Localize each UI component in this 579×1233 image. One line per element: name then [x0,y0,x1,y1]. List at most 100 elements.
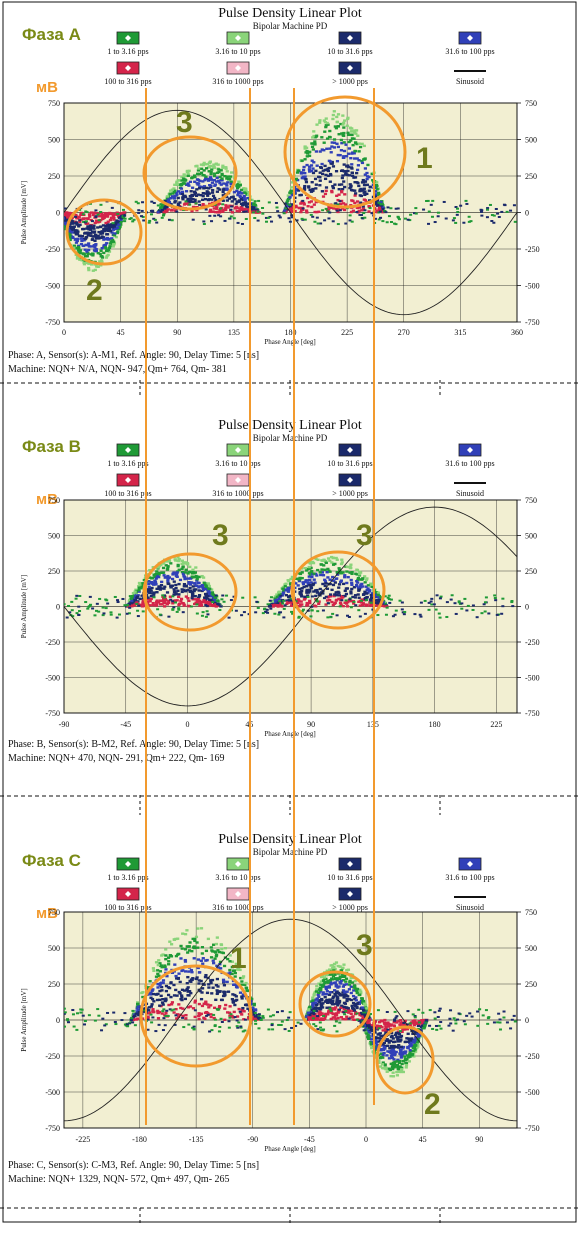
legend-label: 3.16 to 10 pps [215,459,260,468]
legend-label: 316 to 1000 pps [212,489,263,498]
y-tick-right: -500 [525,282,540,291]
x-tick-label: 225 [341,328,353,337]
y-tick-left: 0 [56,603,60,612]
x-tick-label: 135 [228,328,240,337]
info-line-1: Phase: B, Sensor(s): B-M2, Ref. Angle: 9… [8,739,259,750]
y-tick-left: 750 [48,496,60,505]
x-axis-label: Phase Angle [deg] [264,730,315,738]
y-tick-left: -750 [45,1124,60,1133]
x-tick-label: 360 [511,328,523,337]
y-tick-left: -250 [45,245,60,254]
y-tick-left: 500 [48,136,60,145]
chart-subtitle: Bipolar Machine PD [253,847,328,857]
y-tick-left: 250 [48,980,60,989]
phase-label: Фаза С [22,851,81,870]
y-tick-right: 500 [525,532,537,541]
y-tick-right: 0 [525,209,529,218]
y-tick-left: 500 [48,532,60,541]
y-tick-right: -250 [525,245,540,254]
x-tick-label: -90 [247,1135,258,1144]
x-tick-label: 180 [429,720,441,729]
y-tick-right: -750 [525,318,540,327]
y-tick-left: 750 [48,99,60,108]
phase-label: Фаза В [22,437,81,456]
info-line-2: Machine: NQN+ N/A, NQN- 947, Qm+ 764, Qm… [8,364,227,375]
legend-label: 3.16 to 10 pps [215,47,260,56]
y-tick-left: -500 [45,674,60,683]
cluster-number: 3 [212,519,229,552]
legend-label: Sinusoid [456,77,484,86]
legend-label: 100 to 316 pps [104,489,151,498]
cluster-number: 3 [356,519,373,552]
y-tick-right: -500 [525,674,540,683]
y-tick-right: 0 [525,603,529,612]
y-tick-right: -250 [525,1052,540,1061]
x-tick-label: 225 [490,720,502,729]
y-tick-right: 250 [525,980,537,989]
x-tick-label: 45 [419,1135,427,1144]
legend-label: 31.6 to 100 pps [445,459,494,468]
cluster-number: 1 [416,142,433,175]
x-tick-label: -45 [304,1135,315,1144]
y-axis-label: Pulse Amplitude [mV] [20,988,28,1051]
y-tick-left: -750 [45,318,60,327]
legend-label: 100 to 316 pps [104,903,151,912]
chart-subtitle: Bipolar Machine PD [253,433,328,443]
legend-label: 1 to 3.16 pps [107,47,148,56]
x-tick-label: 90 [307,720,315,729]
legend-label: 3.16 to 10 pps [215,873,260,882]
cluster-number: 3 [176,106,193,139]
cluster-number: 3 [356,929,373,962]
legend-label: 31.6 to 100 pps [445,47,494,56]
y-tick-right: -250 [525,638,540,647]
legend-label: 1 to 3.16 pps [107,873,148,882]
y-tick-right: 250 [525,567,537,576]
x-tick-label: 45 [117,328,125,337]
legend-label: Sinusoid [456,489,484,498]
x-axis-label: Phase Angle [deg] [264,1145,315,1153]
phase-label: Фаза А [22,25,81,44]
info-line-2: Machine: NQN+ 470, NQN- 291, Qm+ 222, Qm… [8,753,225,764]
y-tick-left: 500 [48,944,60,953]
legend-label: > 1000 pps [332,77,368,86]
info-line-1: Phase: A, Sensor(s): A-M1, Ref. Angle: 9… [8,350,259,361]
y-tick-left: 0 [56,209,60,218]
legend-label: 316 to 1000 pps [212,77,263,86]
info-line-2: Machine: NQN+ 1329, NQN- 572, Qm+ 497, Q… [8,1174,230,1185]
x-tick-label: -135 [189,1135,204,1144]
legend-label: 1 to 3.16 pps [107,459,148,468]
chart-title: Pulse Density Linear Plot [218,6,362,21]
y-axis-label: Pulse Amplitude [mV] [20,575,28,638]
x-tick-label: -45 [120,720,131,729]
y-tick-left: -250 [45,638,60,647]
x-tick-label: 90 [173,328,181,337]
legend-label: > 1000 pps [332,489,368,498]
y-tick-right: 0 [525,1016,529,1025]
legend-label: 10 to 31.6 pps [327,873,372,882]
y-tick-right: 500 [525,944,537,953]
y-tick-left: 250 [48,567,60,576]
y-tick-right: -500 [525,1088,540,1097]
chart-subtitle: Bipolar Machine PD [253,21,328,31]
legend-label: > 1000 pps [332,903,368,912]
info-line-1: Phase: C, Sensor(s): C-M3, Ref. Angle: 9… [8,1160,259,1171]
legend-label: 100 to 316 pps [104,77,151,86]
x-tick-label: -180 [132,1135,147,1144]
legend-label: 10 to 31.6 pps [327,47,372,56]
legend-label: 10 to 31.6 pps [327,459,372,468]
y-tick-left: -500 [45,1088,60,1097]
y-axis-label: Pulse Amplitude [mV] [20,181,28,244]
chart-title: Pulse Density Linear Plot [218,832,362,847]
cluster-number: 2 [86,274,103,307]
cluster-number: 1 [230,942,247,975]
x-tick-label: 0 [186,720,190,729]
legend-label: 316 to 1000 pps [212,903,263,912]
cluster-number: 2 [424,1088,441,1121]
x-tick-label: 270 [398,328,410,337]
y-tick-left: 0 [56,1016,60,1025]
y-tick-left: -500 [45,282,60,291]
y-tick-right: 750 [525,496,537,505]
